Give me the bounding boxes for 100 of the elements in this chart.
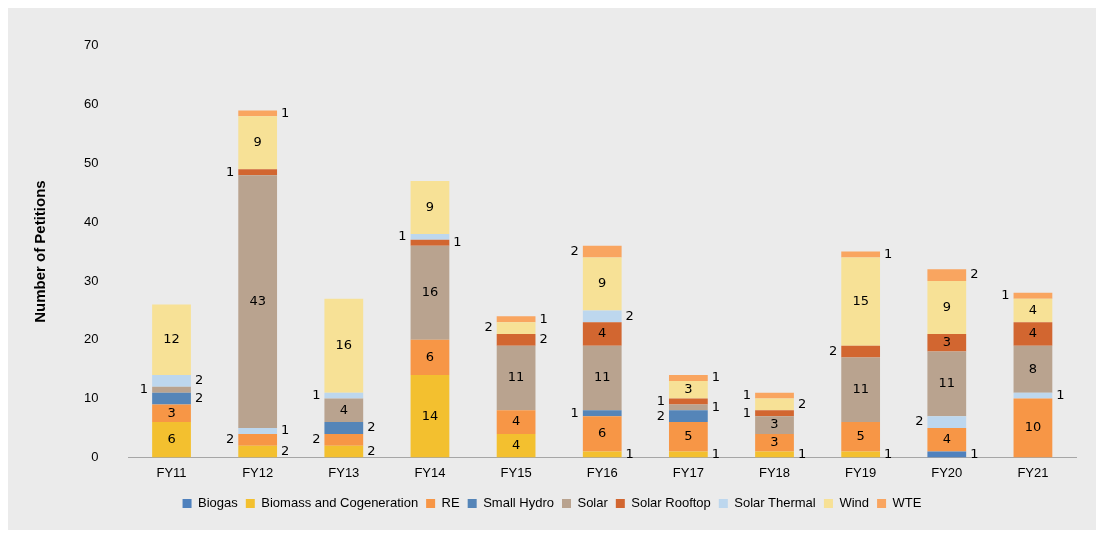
y-tick-label: 50 — [83, 154, 99, 170]
legend-label: Solar Rooftop — [631, 495, 711, 511]
data-label: 4 — [1028, 301, 1038, 317]
legend-label: RE — [441, 495, 461, 511]
bar — [927, 416, 967, 428]
data-label: 2 — [539, 331, 548, 347]
data-label: 1 — [711, 398, 721, 414]
x-tick-label: FY16 — [586, 464, 618, 480]
data-label: 2 — [484, 319, 493, 335]
data-label: 1 — [656, 392, 665, 408]
bar — [496, 345, 536, 411]
data-label: 2 — [656, 407, 665, 423]
data-label: 1 — [797, 445, 807, 461]
data-label: 5 — [684, 428, 693, 444]
data-label: 1 — [139, 381, 149, 397]
bar — [152, 404, 191, 423]
data-label: 6 — [425, 348, 435, 364]
bar — [496, 433, 536, 458]
bar — [496, 322, 536, 334]
data-label: 43 — [249, 292, 266, 308]
bar — [582, 410, 622, 417]
bar — [1013, 345, 1053, 393]
data-label: 8 — [1028, 360, 1038, 376]
bar — [927, 333, 967, 352]
bar — [238, 116, 278, 170]
legend-label: Solar — [577, 495, 609, 511]
x-tick-label: FY11 — [156, 464, 187, 480]
data-label: 9 — [598, 275, 607, 291]
data-label: 2 — [828, 342, 838, 358]
data-label: 1 — [884, 245, 893, 261]
data-label: 1 — [884, 445, 893, 461]
bar — [496, 316, 536, 323]
bar — [410, 233, 450, 240]
data-label: 3 — [684, 381, 693, 397]
legend-label: Solar Thermal — [734, 495, 816, 511]
data-label: 11 — [507, 369, 525, 385]
data-label: 1 — [1056, 387, 1065, 403]
data-label: 4 — [339, 401, 348, 417]
data-label: 2 — [797, 395, 807, 411]
y-tick-label: 0 — [91, 448, 99, 464]
bar — [410, 375, 450, 458]
bar — [410, 239, 450, 246]
x-tick-label: FY18 — [758, 464, 791, 480]
bar — [668, 410, 708, 423]
bar — [238, 175, 278, 428]
bar — [927, 269, 967, 281]
bar — [668, 422, 708, 452]
data-label: 9 — [253, 134, 262, 150]
bar — [238, 428, 278, 434]
data-label: 1 — [312, 387, 321, 403]
bar — [582, 322, 622, 346]
bar — [324, 422, 364, 434]
y-tick-label: 10 — [83, 390, 99, 406]
x-tick-label: FY13 — [328, 464, 360, 480]
data-label: 4 — [511, 437, 521, 453]
y-tick-label: 40 — [83, 213, 99, 229]
data-label: 2 — [194, 372, 204, 388]
data-label: 3 — [167, 404, 176, 420]
y-tick-label: 20 — [83, 331, 99, 347]
bar — [324, 298, 364, 393]
data-label: 2 — [226, 431, 235, 447]
y-axis-title: Number of Petitions — [31, 180, 49, 323]
data-label: 1 — [1001, 287, 1010, 303]
data-label: 11 — [852, 381, 869, 397]
bar — [1013, 292, 1053, 299]
bar — [410, 339, 450, 376]
bar — [755, 392, 794, 399]
data-label: 2 — [281, 442, 290, 458]
legend-label: Biomass and Cogeneration — [261, 495, 419, 511]
bar — [755, 433, 794, 452]
data-label: 1 — [398, 228, 407, 244]
data-label: 1 — [570, 404, 579, 420]
bar — [668, 380, 708, 399]
legend-label: Small Hydro — [483, 495, 554, 511]
data-label: 16 — [421, 284, 439, 300]
bar — [755, 410, 794, 417]
bar — [410, 245, 450, 340]
bar — [324, 445, 364, 458]
data-label: 2 — [367, 442, 376, 458]
data-label: 1 — [625, 445, 634, 461]
data-label: 1 — [539, 310, 548, 326]
bar — [1013, 392, 1053, 399]
data-label: 1 — [742, 404, 752, 420]
bar — [927, 281, 967, 334]
bar — [152, 386, 191, 393]
bar — [582, 310, 622, 323]
legend-label: Wind — [839, 495, 870, 511]
data-label: 2 — [570, 242, 579, 258]
data-label: 11 — [938, 375, 956, 391]
bar — [324, 392, 364, 399]
data-label: 11 — [593, 369, 611, 385]
data-label: 2 — [367, 419, 376, 435]
bar — [238, 169, 278, 176]
bar — [324, 398, 364, 423]
data-label: 1 — [742, 387, 752, 403]
bar — [496, 410, 536, 434]
data-label: 2 — [970, 266, 979, 282]
data-label: 1 — [711, 369, 721, 385]
data-label: 2 — [194, 389, 204, 405]
bar — [410, 181, 450, 234]
